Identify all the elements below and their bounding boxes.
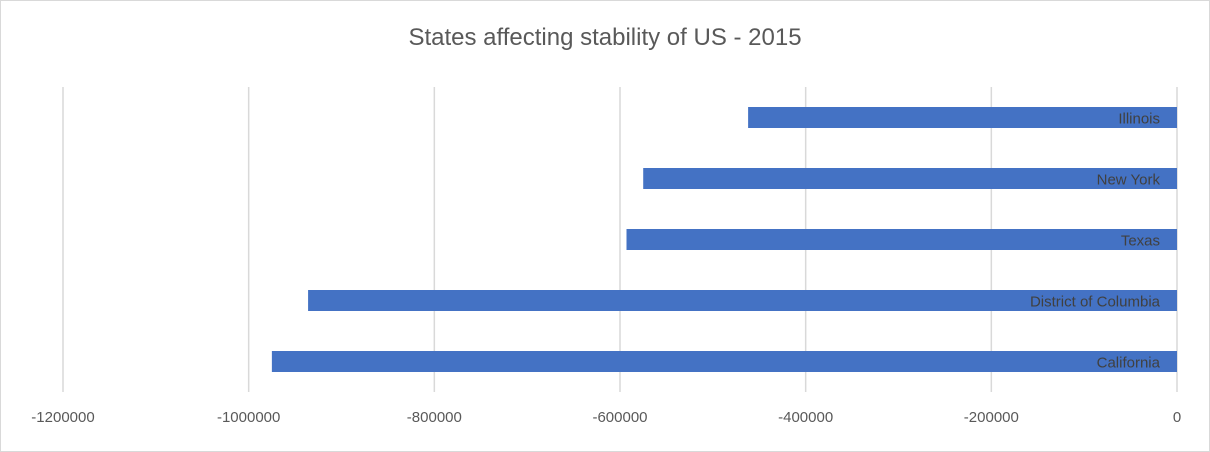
x-tick-label: -600000 (592, 409, 647, 426)
x-tick-label: -200000 (964, 409, 1019, 426)
x-axis-ticks: -1200000 -1000000 -800000 -600000 -400000 -20… (31, 409, 1181, 426)
bar-illinois (748, 107, 1177, 128)
x-tick-label: -1000000 (217, 409, 280, 426)
x-tick-label: -400000 (778, 409, 833, 426)
chart-title: States affecting stability of US - 2015 (408, 24, 802, 51)
bar-california (271, 351, 1177, 372)
bar-labels: Illinois New York Texas District of Columbi… (1030, 111, 1161, 372)
category-label: District of Columbia (1030, 294, 1161, 311)
category-label: New York (1097, 172, 1161, 189)
x-tick-label: 0 (1173, 409, 1181, 426)
category-label: Illinois (1118, 111, 1160, 128)
bar-new-york (643, 168, 1177, 189)
category-label: California (1097, 355, 1161, 372)
bars (271, 107, 1178, 372)
x-tick-label: -800000 (407, 409, 462, 426)
bar-district-of-columbia (308, 290, 1178, 311)
category-label: Texas (1121, 233, 1160, 250)
x-tick-label: -1200000 (31, 409, 94, 426)
bar-texas (626, 229, 1177, 250)
